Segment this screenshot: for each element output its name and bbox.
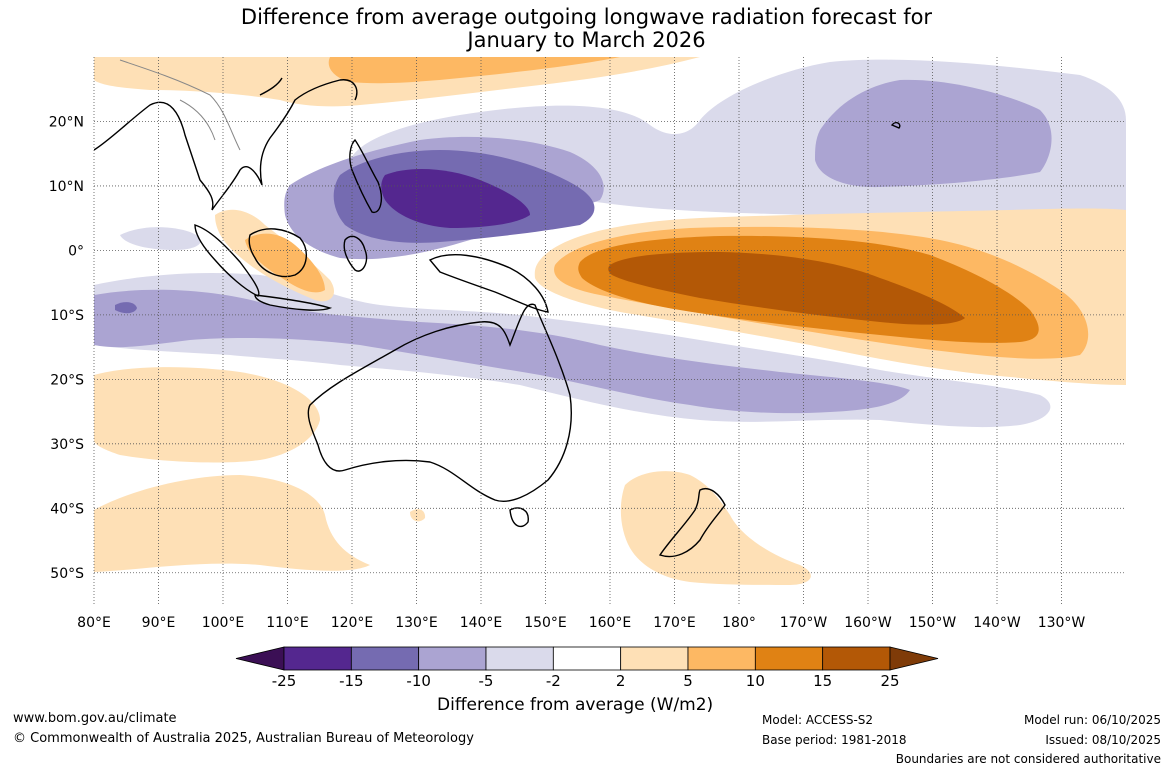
pos-2-region-small	[410, 509, 426, 522]
colorbar-tick-label: 15	[813, 672, 832, 690]
pos-5-region-borneo	[245, 233, 325, 293]
lon-label: 110°E	[266, 615, 309, 631]
colorbar-box	[620, 646, 689, 671]
asia-mainland-outline	[94, 79, 358, 211]
java-outline	[254, 294, 333, 311]
neg-10-region-small	[115, 302, 137, 314]
title-line1: Difference from average outgoing longwav…	[240, 5, 933, 29]
hawaii-outline	[890, 121, 901, 129]
colorbar-box	[822, 646, 891, 671]
colorbar-tick-label: -15	[339, 672, 364, 690]
lat-label: 0°	[68, 243, 84, 259]
pos-2-region-sw-indian	[94, 367, 320, 463]
pos-2-region-tasman	[620, 471, 811, 585]
lat-label: 10°N	[49, 179, 84, 195]
colorbar-box	[485, 646, 554, 671]
footer-boundaries: Boundaries are not considered authoritat…	[895, 752, 1161, 766]
colorbar-ticks: -25 -15 -10 -5 -2 2 5 10 15 25	[272, 672, 900, 690]
pos-5-region-north	[328, 57, 620, 84]
colorbar-label: Difference from average (W/m2)	[437, 695, 714, 715]
lat-label: 10°S	[50, 308, 84, 324]
lon-label: 160°W	[844, 615, 892, 631]
asia-borders	[119, 59, 241, 151]
colorbar-tick-label: 2	[616, 672, 626, 690]
map-field	[94, 57, 1126, 585]
longitude-labels: 80°E 90°E 100°E 110°E 120°E 130°E 140°E 150°E 16…	[77, 615, 1085, 631]
philippines-outline	[349, 138, 382, 214]
coastlines	[94, 77, 901, 558]
lon-label: 130°E	[395, 615, 438, 631]
colorbar-tick-label: 5	[683, 672, 693, 690]
colorbar-tick-label: 10	[746, 672, 765, 690]
colorbar-tick-label: 25	[880, 672, 899, 690]
lon-label: 150°W	[909, 615, 957, 631]
footer-model-run: Model run: 06/10/2025	[1023, 713, 1161, 727]
latitude-labels: 20°N 10°N 0° 10°S 20°S 30°S 40°S 50°S	[49, 114, 84, 581]
colorbar-tick-label: -2	[546, 672, 561, 690]
borneo-outline	[248, 228, 307, 278]
lon-label: 170°W	[780, 615, 828, 631]
colorbar-box	[350, 646, 420, 671]
australia-outline	[307, 303, 572, 502]
footer-issued: Issued: 08/10/2025	[1045, 733, 1161, 747]
lon-label: 150°E	[524, 615, 567, 631]
neg-15-region	[381, 168, 530, 228]
neg-5-region-south-band	[94, 289, 910, 414]
neg-5-region-north-pacific	[815, 79, 1052, 188]
tasmania-outline	[509, 507, 529, 528]
footer-base-period: Base period: 1981-2018	[762, 733, 907, 747]
lon-label: 140°E	[460, 615, 503, 631]
colorbar-arrow-max	[889, 646, 939, 671]
colorbar-arrow-min	[235, 646, 285, 671]
colorbar-box	[418, 646, 487, 671]
colorbar-tick-label: -25	[272, 672, 297, 690]
lat-label: 40°S	[50, 501, 84, 517]
footer-url: www.bom.gov.au/climate	[13, 711, 177, 726]
lat-label: 20°S	[50, 372, 84, 388]
lat-label: 30°S	[50, 437, 84, 453]
colorbar	[235, 646, 939, 671]
lon-label: 120°E	[331, 615, 374, 631]
colorbar-box	[754, 646, 824, 671]
borders	[119, 59, 241, 151]
neg-2-region-eq-indian	[120, 227, 201, 250]
lon-label: 170°E	[653, 615, 696, 631]
title-line2: January to March 2026	[467, 28, 706, 52]
colorbar-box	[283, 646, 352, 671]
colorbar-box	[552, 646, 622, 671]
lon-label: 180°	[722, 615, 756, 631]
lon-label: 130°W	[1038, 615, 1086, 631]
pos-2-region-south-indian	[94, 475, 370, 572]
lon-label: 140°W	[973, 615, 1021, 631]
sulawesi-outline	[343, 235, 368, 272]
pos-15-region	[608, 252, 965, 325]
colorbar-tick-label: -10	[406, 672, 431, 690]
footer-copyright: © Commonwealth of Australia 2025, Austra…	[13, 731, 474, 746]
lon-label: 90°E	[142, 615, 176, 631]
colorbar-tick-label: -5	[479, 672, 494, 690]
lon-label: 80°E	[77, 615, 111, 631]
lat-label: 20°N	[49, 114, 84, 130]
colorbar-box	[687, 646, 756, 671]
graticule	[93, 57, 1126, 605]
lon-label: 160°E	[589, 615, 632, 631]
footer-model: Model: ACCESS-S2	[762, 713, 874, 727]
new-zealand-outline	[658, 488, 726, 558]
japan-outline	[259, 77, 283, 96]
lon-label: 100°E	[202, 615, 245, 631]
lat-label: 50°S	[50, 566, 84, 582]
new-guinea-outline	[428, 254, 549, 313]
